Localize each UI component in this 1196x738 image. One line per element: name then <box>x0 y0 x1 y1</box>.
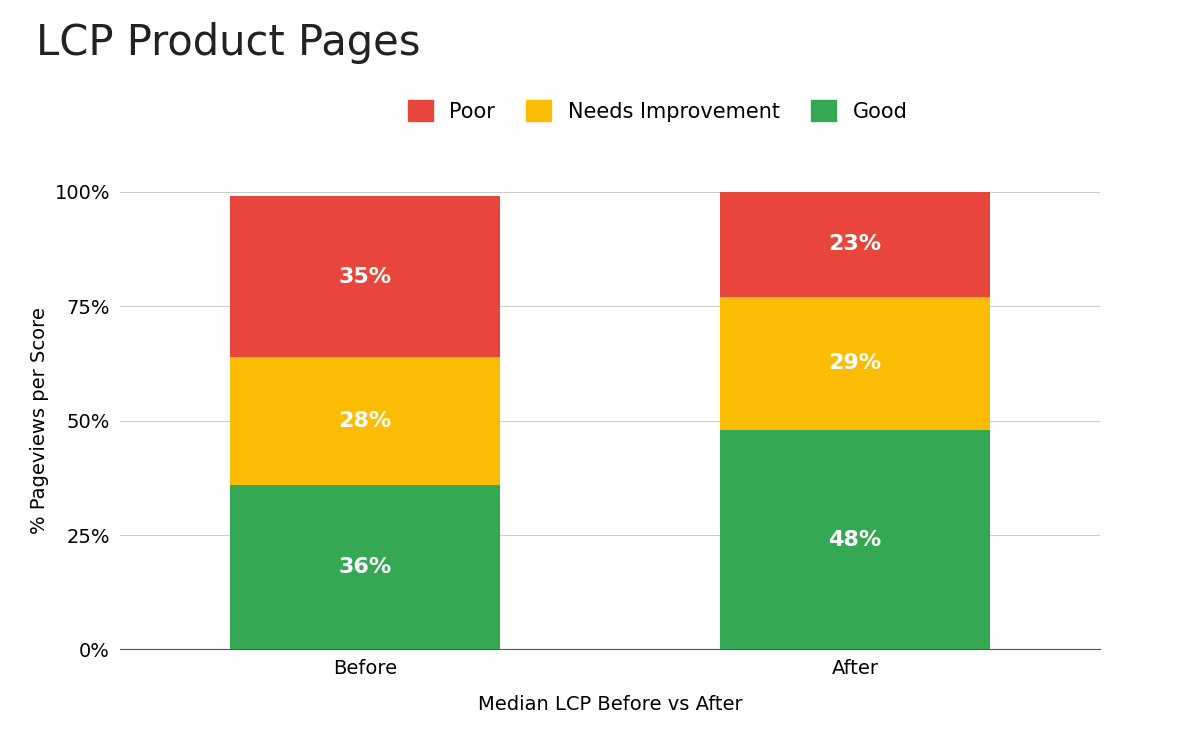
Text: 29%: 29% <box>829 354 881 373</box>
Y-axis label: % Pageviews per Score: % Pageviews per Score <box>30 307 49 534</box>
Bar <box>720 297 990 430</box>
Text: LCP Product Pages: LCP Product Pages <box>36 22 420 64</box>
Text: 28%: 28% <box>338 410 391 431</box>
X-axis label: Median LCP Before vs After: Median LCP Before vs After <box>477 695 743 714</box>
Text: 35%: 35% <box>338 266 391 286</box>
Text: 36%: 36% <box>338 557 391 577</box>
Bar <box>720 430 990 649</box>
Legend: Poor, Needs Improvement, Good: Poor, Needs Improvement, Good <box>399 92 916 130</box>
Bar <box>720 192 990 297</box>
Bar <box>230 356 500 485</box>
Bar <box>230 196 500 356</box>
Text: 48%: 48% <box>829 530 881 550</box>
Bar <box>230 485 500 649</box>
Text: 23%: 23% <box>829 235 881 255</box>
